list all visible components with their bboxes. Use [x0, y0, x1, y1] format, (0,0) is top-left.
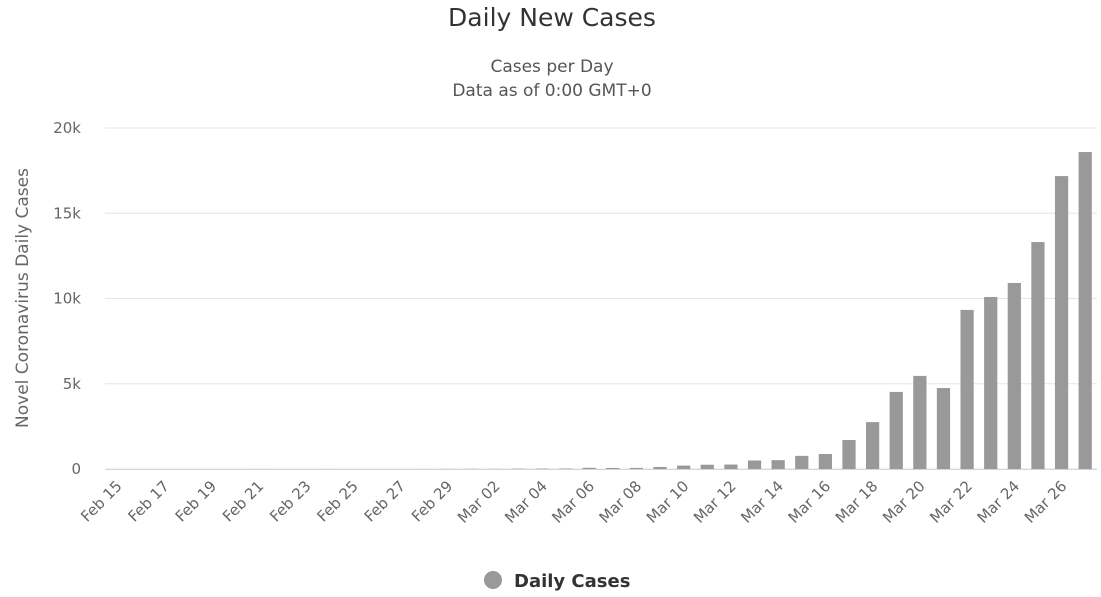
x-tick-label: Mar 08: [596, 477, 646, 527]
bar: [724, 464, 738, 469]
chart-title: Daily New Cases: [448, 3, 656, 32]
bar: [677, 465, 691, 469]
bar: [1031, 242, 1045, 469]
x-tick-label: Mar 10: [643, 477, 693, 527]
x-tick-label: Mar 20: [879, 477, 929, 527]
x-tick-label: Feb 23: [266, 477, 314, 525]
x-tick-label: Feb 27: [361, 477, 409, 525]
x-tick-label: Mar 04: [501, 477, 551, 527]
x-tick-label: Mar 18: [832, 477, 882, 527]
legend-label: Daily Cases: [514, 571, 630, 592]
bar: [747, 460, 762, 469]
x-tick-label: Feb 15: [77, 477, 125, 525]
x-tick-label: Mar 24: [974, 477, 1024, 527]
y-tick-label: 5k: [63, 375, 82, 393]
bar: [1007, 282, 1021, 469]
bar: [1054, 176, 1069, 469]
bar: [700, 464, 714, 469]
bar: [795, 455, 809, 469]
x-tick-label: Mar 26: [1021, 477, 1071, 527]
y-tick-label: 15k: [53, 204, 81, 222]
bar: [913, 375, 927, 469]
x-tick-label: Feb 29: [408, 477, 456, 525]
bar: [936, 388, 951, 469]
bar: [629, 467, 644, 469]
bar: [558, 468, 573, 469]
x-tick-label: Mar 12: [690, 477, 740, 527]
x-tick-label: Mar 02: [454, 477, 504, 527]
x-tick-label: Mar 14: [737, 477, 787, 527]
x-tick-label: Feb 19: [172, 477, 220, 525]
bar: [960, 309, 974, 469]
x-tick-label: Mar 16: [785, 477, 835, 527]
bar: [771, 460, 785, 469]
x-tick-label: Mar 06: [548, 477, 598, 527]
bar: [653, 466, 667, 469]
bar: [818, 453, 832, 469]
bar: [582, 467, 596, 469]
bar: [842, 440, 856, 469]
x-tick-label: Mar 22: [926, 477, 976, 527]
x-tick-label: Feb 25: [313, 477, 361, 525]
x-tick-label: Feb 21: [219, 477, 267, 525]
chart-subtitle: Data as of 0:00 GMT+0: [452, 81, 651, 101]
legend-marker: [484, 571, 502, 589]
bar: [1078, 152, 1092, 469]
chart-subtitle: Cases per Day: [490, 57, 613, 77]
bar: [889, 391, 903, 469]
bar: [606, 467, 620, 469]
y-tick-label: 10k: [53, 290, 81, 308]
y-tick-label: 20k: [53, 119, 81, 137]
bar: [866, 422, 880, 469]
y-tick-label: 0: [71, 460, 81, 478]
x-tick-label: Feb 17: [124, 477, 172, 525]
bar: [984, 296, 998, 469]
y-axis-label: Novel Coronavirus Daily Cases: [13, 168, 33, 428]
